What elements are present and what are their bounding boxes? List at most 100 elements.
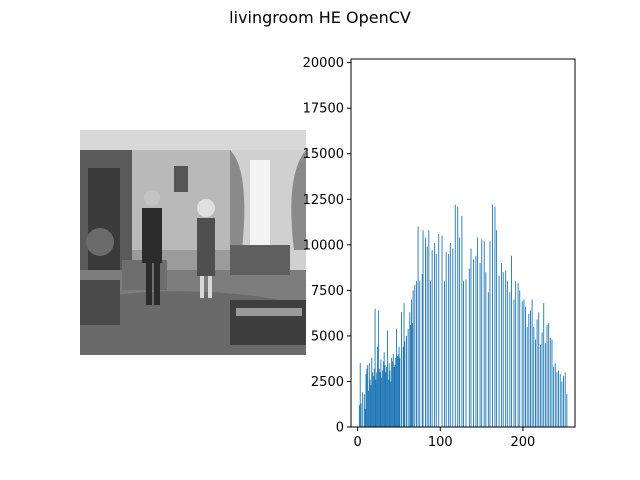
histogram-bar xyxy=(498,275,500,427)
histogram-bar xyxy=(398,346,400,427)
histogram-bar xyxy=(383,352,385,427)
histogram-bar xyxy=(376,372,378,427)
y-tick-label: 7500 xyxy=(311,284,344,299)
histogram-bar xyxy=(519,290,521,427)
histogram-bar xyxy=(363,394,365,427)
histogram-bar xyxy=(414,284,416,427)
histogram-bar xyxy=(397,354,399,427)
histogram-bar xyxy=(489,241,491,427)
x-tick-label: 200 xyxy=(511,435,536,450)
histogram-bar xyxy=(394,365,396,427)
histogram-bar xyxy=(409,312,411,427)
histogram-bar xyxy=(370,385,372,427)
histogram-bar xyxy=(438,233,440,427)
histogram-bar xyxy=(513,299,515,427)
histogram-bar xyxy=(395,357,397,427)
histogram-bar xyxy=(373,368,375,427)
histogram-bar xyxy=(445,252,447,427)
histogram-bar xyxy=(479,263,481,427)
histogram-bar xyxy=(505,270,507,427)
histogram-bar xyxy=(391,361,393,427)
histogram-bar xyxy=(369,379,371,427)
histogram-bar xyxy=(368,390,369,427)
histogram-bar xyxy=(539,345,541,427)
x-axis: 0 100 200 xyxy=(353,427,535,450)
histogram-bar xyxy=(365,374,367,427)
histogram-bar xyxy=(412,290,414,427)
histogram-bar xyxy=(558,370,560,427)
histogram-bar xyxy=(546,324,548,427)
histogram-bar xyxy=(387,330,388,427)
histogram-bar xyxy=(385,372,387,427)
histogram-bar xyxy=(511,255,512,427)
histogram-bar xyxy=(380,359,382,427)
histogram-bar xyxy=(401,312,402,427)
histogram-bar xyxy=(448,253,450,427)
histogram-bar xyxy=(411,323,413,427)
histogram-bar xyxy=(430,281,431,427)
histogram-bar xyxy=(367,365,369,427)
histogram-bar xyxy=(496,230,498,427)
histogram-bar xyxy=(368,363,370,427)
histogram-bar xyxy=(463,281,464,427)
histogram-bar xyxy=(404,341,406,427)
histogram-bar xyxy=(449,243,451,427)
y-tick-label: 0 xyxy=(336,421,344,436)
histogram-bar xyxy=(523,299,525,427)
histogram-bar xyxy=(501,263,503,427)
histogram-bar xyxy=(396,355,398,427)
histogram-bar xyxy=(372,375,374,427)
y-tick-label: 2500 xyxy=(311,375,344,390)
histogram-bar xyxy=(541,332,543,427)
histogram-bar xyxy=(428,230,430,427)
histogram-bar xyxy=(534,339,536,427)
histogram-bar xyxy=(470,248,472,427)
histogram-bar xyxy=(366,368,368,427)
histogram-bar xyxy=(481,239,483,427)
histogram-bar xyxy=(441,235,443,427)
histogram-bar xyxy=(551,339,553,427)
histogram-bar xyxy=(425,237,426,427)
histogram-bar xyxy=(406,335,407,427)
histogram-bar xyxy=(435,253,437,427)
histogram-bar xyxy=(407,328,409,427)
histogram-bar xyxy=(396,328,398,427)
histogram-bar xyxy=(494,206,496,427)
histogram-bar xyxy=(461,215,463,427)
histogram-bar xyxy=(487,292,489,427)
histogram-bar xyxy=(509,292,511,427)
histogram-bar xyxy=(417,226,419,427)
histogram-bar xyxy=(468,268,470,427)
histogram-bar xyxy=(506,281,508,427)
y-tick-label: 17500 xyxy=(303,102,344,117)
histogram-bar xyxy=(521,301,523,427)
histogram-bar xyxy=(379,372,381,427)
histogram-bar xyxy=(378,368,380,427)
histogram-bar xyxy=(392,354,394,427)
histogram-bar xyxy=(387,379,389,427)
y-axis: 0 2500 5000 7500 10000 12500 15000 17500 20000 xyxy=(303,56,351,436)
histogram-bar xyxy=(548,323,550,427)
histogram-bar xyxy=(402,346,404,427)
histogram-bar xyxy=(458,237,460,427)
x-tick-label: 100 xyxy=(428,435,453,450)
histogram-bar xyxy=(492,204,493,427)
y-tick-label: 5000 xyxy=(311,329,344,344)
histogram-bar xyxy=(359,363,361,427)
histogram-bar xyxy=(477,237,479,427)
histogram-bar xyxy=(538,312,540,427)
histogram-bar xyxy=(559,374,561,427)
histogram-bar xyxy=(452,248,454,427)
histogram-bar xyxy=(377,310,379,427)
histogram-bar xyxy=(556,372,558,427)
grayscale-photo-icon xyxy=(80,130,306,355)
y-tick-label: 10000 xyxy=(303,238,344,253)
histogram-bar xyxy=(485,272,487,427)
histogram-bar xyxy=(431,250,433,427)
histogram-bar xyxy=(403,303,405,427)
histogram-bar xyxy=(528,314,530,427)
histogram-bar xyxy=(381,377,383,427)
histogram-bar xyxy=(421,273,423,427)
histogram-bar xyxy=(543,303,545,427)
